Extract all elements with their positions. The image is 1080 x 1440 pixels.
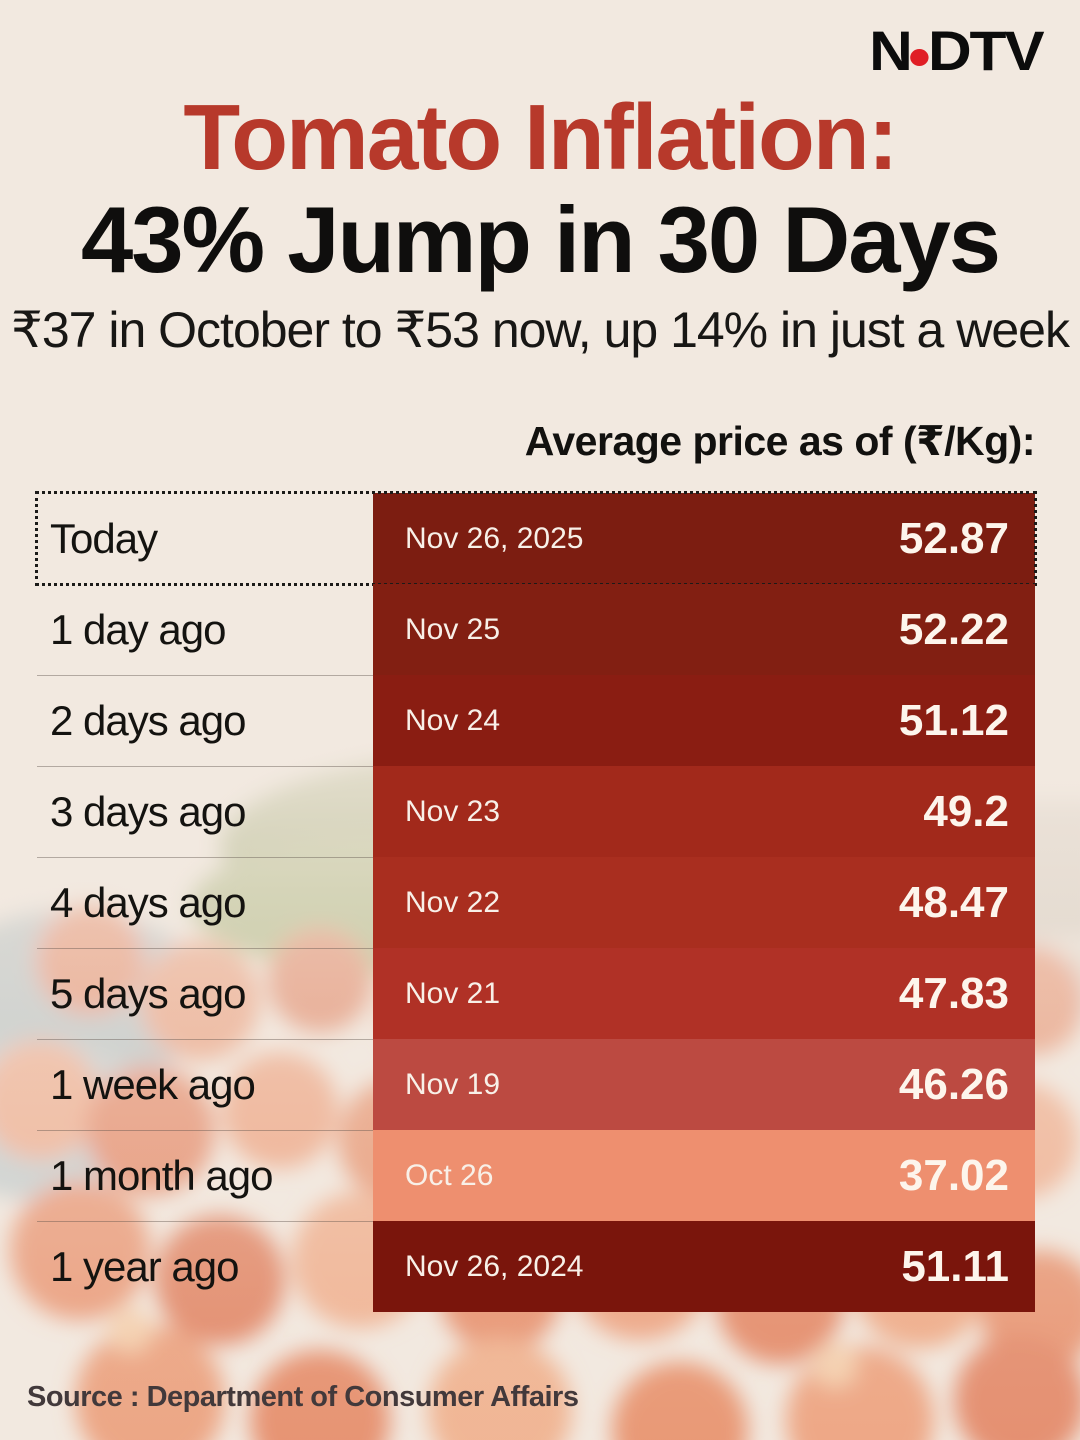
row-price: 52.22	[898, 604, 1009, 654]
row-price: 51.12	[898, 695, 1009, 745]
price-column-note: Average price as of (₹/Kg):	[524, 418, 1036, 464]
row-price: 52.87	[898, 513, 1009, 563]
page-title: Tomato Inflation:	[183, 85, 898, 189]
row-price: 37.02	[898, 1150, 1009, 1200]
row-bar: Nov 19 46.26	[373, 1039, 1035, 1130]
row-price: 46.26	[898, 1059, 1009, 1109]
table-row: 1 week ago Nov 19 46.26	[37, 1039, 1035, 1130]
table-row: 1 month ago Oct 26 37.02	[37, 1130, 1035, 1221]
table-row: 5 days ago Nov 21 47.83	[37, 948, 1035, 1039]
row-label: 3 days ago	[37, 766, 373, 857]
row-label: Today	[50, 514, 158, 562]
row-label: 5 days ago	[37, 948, 373, 1039]
row-date: Nov 19	[405, 1067, 501, 1101]
row-price: 47.83	[898, 968, 1009, 1018]
row-bar: Nov 25 52.22	[373, 584, 1035, 675]
row-price: 48.47	[898, 877, 1009, 927]
row-bar: Nov 26, 2025 52.87	[373, 493, 1035, 584]
row-price: 51.11	[901, 1241, 1009, 1291]
row-date: Nov 23	[405, 794, 501, 828]
row-bar: Nov 24 51.12	[373, 675, 1035, 766]
row-bar: Nov 21 47.83	[373, 948, 1035, 1039]
source-credit: Source : Department of Consumer Affairs	[27, 1381, 579, 1413]
page-description: ₹37 in October to ₹53 now, up 14% in jus…	[11, 302, 1070, 358]
ndtv-logo-n: N	[868, 19, 913, 82]
row-bar: Nov 22 48.47	[373, 857, 1035, 948]
row-label: 1 day ago	[50, 605, 227, 653]
row-bar: Nov 23 49.2	[373, 766, 1035, 857]
row-label: 2 days ago	[37, 675, 373, 766]
row-price: 49.2	[923, 786, 1009, 836]
price-table: Today Nov 26, 2025 52.87 1 day ago Nov 2…	[35, 491, 1037, 1312]
row-date: Nov 24	[405, 703, 501, 737]
row-label: 4 days ago	[37, 857, 373, 948]
row-label: 1 week ago	[37, 1039, 373, 1130]
row-label: 1 year ago	[37, 1221, 373, 1312]
row-bar: Nov 26, 2024 51.11	[373, 1221, 1035, 1312]
row-date: Nov 26, 2025	[405, 521, 584, 555]
row-date: Nov 22	[405, 885, 501, 919]
table-row: 4 days ago Nov 22 48.47	[37, 857, 1035, 948]
ndtv-logo-dtv: DTV	[927, 19, 1045, 82]
table-row: Today Nov 26, 2025 52.87	[35, 491, 1037, 586]
row-label: 1 month ago	[37, 1130, 373, 1221]
row-date: Nov 25	[405, 612, 501, 646]
table-row: 3 days ago Nov 23 49.2	[37, 766, 1035, 857]
row-bar: Oct 26 37.02	[373, 1130, 1035, 1221]
table-row: 1 year ago Nov 26, 2024 51.11	[37, 1221, 1035, 1312]
page-headline: 43% Jump in 30 Days	[80, 187, 1001, 292]
row-date: Oct 26	[405, 1158, 494, 1192]
ndtv-logo: N DTV	[868, 18, 1045, 83]
table-row: 1 day ago Nov 25 52.22	[37, 584, 1035, 675]
ndtv-logo-dot-icon	[910, 49, 929, 66]
row-date: Nov 21	[405, 976, 501, 1010]
table-row: 2 days ago Nov 24 51.12	[37, 675, 1035, 766]
row-date: Nov 26, 2024	[405, 1249, 584, 1283]
